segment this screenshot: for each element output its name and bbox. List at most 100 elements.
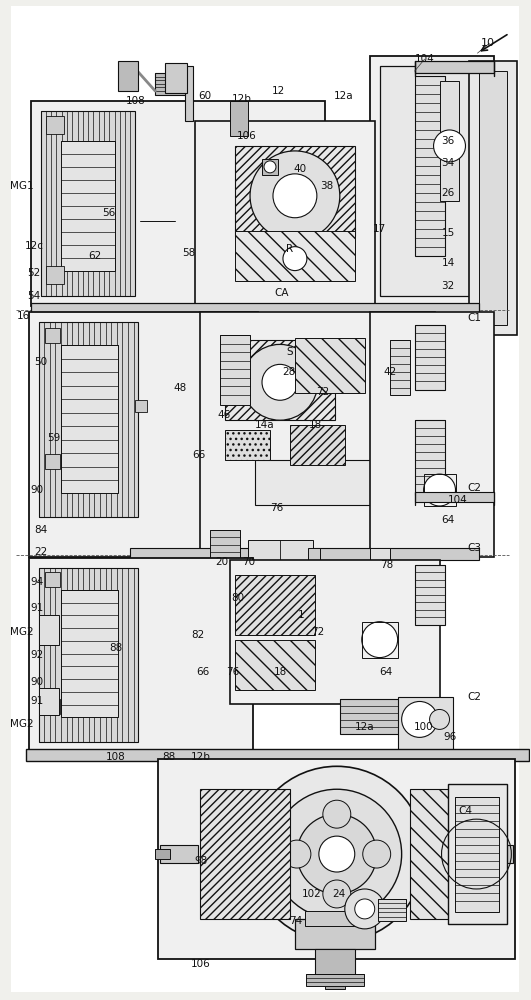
- Bar: [409, 789, 490, 919]
- Bar: [29, 558, 253, 752]
- Text: 26: 26: [442, 188, 455, 198]
- Text: 17: 17: [373, 224, 386, 234]
- Text: 62: 62: [88, 251, 101, 261]
- Text: 16: 16: [16, 311, 30, 321]
- Text: S: S: [286, 347, 293, 357]
- Text: 1: 1: [298, 610, 305, 620]
- Text: 76: 76: [226, 667, 239, 677]
- Bar: [415, 61, 494, 73]
- Circle shape: [362, 622, 398, 658]
- Bar: [200, 312, 434, 552]
- Circle shape: [242, 344, 318, 420]
- Text: 70: 70: [242, 557, 255, 567]
- Bar: [195, 121, 375, 306]
- Text: 20: 20: [216, 557, 229, 567]
- Circle shape: [424, 474, 456, 506]
- Text: 10: 10: [481, 38, 495, 48]
- Bar: [235, 640, 315, 690]
- Text: 24: 24: [332, 889, 345, 899]
- Bar: [370, 548, 390, 578]
- Bar: [415, 76, 444, 256]
- Text: 12b: 12b: [191, 752, 211, 762]
- Bar: [165, 63, 187, 93]
- Text: 12: 12: [272, 86, 285, 96]
- Circle shape: [355, 899, 375, 919]
- Bar: [415, 420, 444, 495]
- Text: 90: 90: [30, 677, 43, 687]
- Text: MG2: MG2: [10, 627, 33, 637]
- Bar: [45, 699, 59, 714]
- Bar: [340, 699, 409, 734]
- Bar: [325, 977, 345, 989]
- Bar: [308, 548, 320, 603]
- Text: 52: 52: [28, 268, 41, 278]
- Text: 40: 40: [293, 164, 306, 174]
- Text: 88: 88: [162, 752, 176, 762]
- Circle shape: [363, 840, 391, 868]
- Text: 92: 92: [30, 650, 44, 660]
- Text: 80: 80: [232, 593, 244, 603]
- Text: 36: 36: [442, 136, 455, 146]
- Text: C3: C3: [468, 543, 482, 553]
- Text: 18: 18: [309, 420, 322, 430]
- Bar: [210, 530, 240, 575]
- Bar: [398, 697, 452, 752]
- Text: 56: 56: [102, 208, 116, 218]
- Bar: [45, 572, 59, 587]
- Bar: [493, 845, 513, 863]
- Bar: [155, 73, 185, 95]
- Text: C1: C1: [468, 313, 482, 323]
- Circle shape: [249, 766, 425, 942]
- Text: 38: 38: [320, 181, 333, 191]
- Text: 78: 78: [380, 560, 393, 570]
- Bar: [306, 974, 364, 986]
- Bar: [235, 575, 315, 635]
- Text: 64: 64: [380, 667, 393, 677]
- Text: 82: 82: [191, 630, 204, 640]
- Bar: [362, 622, 398, 658]
- Text: 59: 59: [47, 433, 61, 443]
- Bar: [158, 759, 516, 959]
- Text: CA: CA: [274, 288, 289, 298]
- Text: 15: 15: [442, 228, 455, 238]
- Bar: [415, 492, 494, 502]
- Text: 91: 91: [30, 603, 44, 613]
- Bar: [378, 899, 406, 921]
- Text: 12a: 12a: [334, 91, 354, 101]
- Circle shape: [283, 247, 307, 271]
- Bar: [295, 919, 375, 949]
- Text: 22: 22: [34, 547, 47, 557]
- Text: 100: 100: [414, 722, 433, 732]
- Text: 108: 108: [126, 96, 145, 106]
- Bar: [448, 784, 507, 924]
- Text: 108: 108: [106, 752, 126, 762]
- Bar: [39, 688, 58, 715]
- Bar: [200, 789, 290, 919]
- Text: 42: 42: [383, 367, 397, 377]
- Text: 76: 76: [270, 503, 284, 513]
- Bar: [479, 71, 507, 325]
- Bar: [248, 540, 313, 575]
- Bar: [255, 460, 375, 505]
- Text: 106: 106: [237, 131, 257, 141]
- Circle shape: [323, 800, 351, 828]
- Text: 72: 72: [316, 387, 329, 397]
- Text: 18: 18: [273, 667, 287, 677]
- Text: 12b: 12b: [232, 94, 252, 104]
- Text: 74: 74: [289, 916, 303, 926]
- Bar: [440, 81, 459, 201]
- Bar: [235, 231, 355, 281]
- Bar: [29, 312, 258, 557]
- Text: 50: 50: [34, 357, 47, 367]
- Bar: [185, 66, 193, 121]
- Text: 106: 106: [191, 959, 211, 969]
- Bar: [235, 146, 355, 236]
- Text: 102: 102: [302, 889, 322, 899]
- Circle shape: [433, 130, 466, 162]
- Text: 58: 58: [182, 248, 195, 258]
- Text: 104: 104: [415, 54, 434, 64]
- Text: 46: 46: [218, 410, 231, 420]
- Circle shape: [264, 161, 276, 173]
- Bar: [39, 322, 139, 517]
- Bar: [155, 849, 170, 859]
